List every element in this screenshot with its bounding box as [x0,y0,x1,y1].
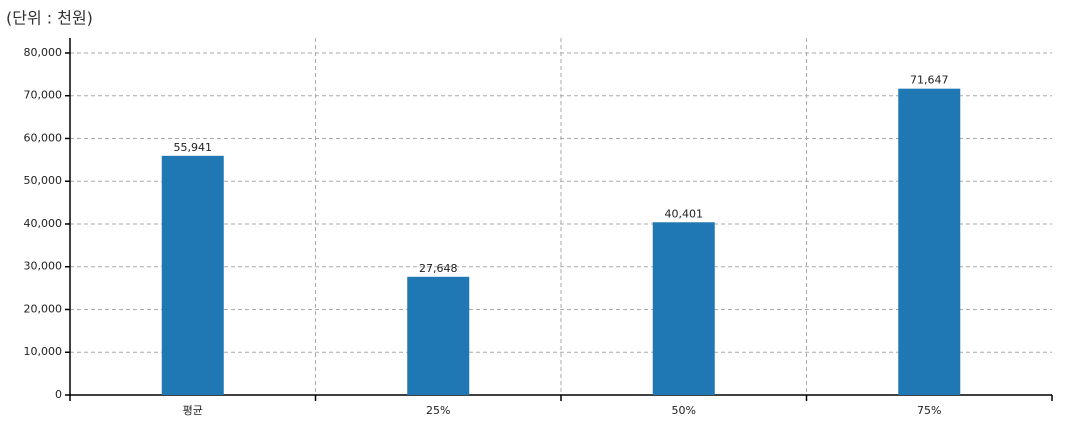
x-tick-label: 50% [672,404,696,417]
y-tick-label: 30,000 [24,260,63,273]
bar [898,88,961,396]
y-tick-label: 70,000 [24,89,63,102]
y-tick-label: 0 [55,388,62,401]
y-tick-label: 50,000 [24,174,63,187]
y-tick-label: 40,000 [24,217,63,230]
value-label: 55,941 [174,141,213,154]
y-tick-label: 60,000 [24,131,63,144]
bar [161,155,224,395]
bar [652,222,715,395]
x-tick-label: 25% [426,404,450,417]
x-tick-label: 75% [917,404,941,417]
x-tick-label: 평균 [183,404,203,417]
y-tick-label: 80,000 [24,46,63,59]
y-tick-label: 20,000 [24,302,63,315]
value-label: 40,401 [665,207,704,220]
bar [407,276,470,395]
chart-title: (단위 : 천원) [6,9,93,28]
y-tick-label: 10,000 [24,345,63,358]
value-label: 27,648 [419,262,458,275]
value-label: 71,647 [910,74,949,87]
